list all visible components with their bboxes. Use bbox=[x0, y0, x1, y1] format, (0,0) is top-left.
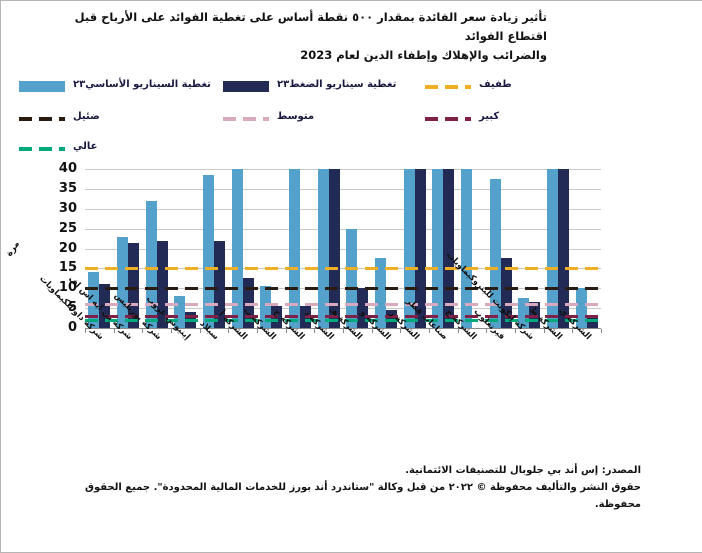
y-tick-label: 35 bbox=[58, 180, 77, 196]
x-axis-tick bbox=[228, 329, 230, 333]
threshold-line-10 bbox=[85, 286, 601, 290]
bar-base-scenario bbox=[174, 296, 186, 328]
bar-stress-scenario bbox=[213, 240, 225, 328]
x-axis-tick bbox=[400, 329, 402, 333]
x-axis-tick bbox=[199, 329, 201, 333]
copyright-line: حقوق النشر والتأليف محفوظة © ٢٠٢٢ من قبل… bbox=[85, 482, 641, 510]
gridline bbox=[85, 228, 601, 230]
bar-base-scenario bbox=[460, 169, 472, 328]
legend-label: متوسط bbox=[277, 111, 315, 122]
gridline bbox=[85, 208, 601, 210]
x-axis-tick bbox=[257, 329, 258, 333]
bar-stress-scenario bbox=[357, 288, 369, 328]
legend-label: عالي bbox=[73, 141, 98, 152]
gridline bbox=[85, 169, 601, 170]
y-tick-label: 10 bbox=[58, 280, 77, 296]
bar-base-scenario bbox=[546, 169, 558, 328]
bar-base-scenario bbox=[202, 174, 214, 328]
x-axis-tick bbox=[572, 329, 574, 333]
x-axis-tick bbox=[343, 329, 344, 333]
x-axis-line bbox=[85, 328, 601, 329]
x-axis-tick bbox=[285, 329, 287, 333]
bar-base-scenario bbox=[231, 169, 243, 328]
threshold-line-2 bbox=[85, 318, 601, 322]
gridline bbox=[85, 248, 601, 250]
x-axis-tick bbox=[314, 329, 316, 333]
bar-stress-scenario bbox=[557, 169, 569, 328]
legend-swatch-dash bbox=[425, 117, 471, 121]
bar-stress-scenario bbox=[156, 240, 168, 328]
legend: تغطية السيناريو الأساسي٢٣ تغطية سيناريو ا… bbox=[1, 75, 702, 165]
x-axis-tick bbox=[113, 329, 115, 333]
y-tick-label: 15 bbox=[58, 260, 77, 276]
threshold-line-15 bbox=[85, 266, 601, 270]
y-axis-title: مرة bbox=[4, 239, 23, 259]
bar-base-scenario bbox=[575, 288, 587, 328]
chart-title-line1: تأثير زيادة سعر الفائدة بمقدار ٥٠٠ نقطة … bbox=[74, 10, 547, 43]
bar-base-scenario bbox=[288, 169, 300, 328]
gridline bbox=[85, 308, 601, 310]
bar-base-scenario bbox=[260, 286, 272, 328]
bar-base-scenario bbox=[432, 169, 444, 328]
bar-base-scenario bbox=[403, 169, 415, 328]
bar-base-scenario bbox=[518, 298, 530, 328]
x-axis-tick bbox=[171, 329, 172, 333]
legend-swatch-box bbox=[19, 81, 65, 92]
legend-label: ضئيل bbox=[73, 111, 100, 122]
bar-base-scenario bbox=[374, 258, 386, 328]
legend-swatch-dash bbox=[223, 117, 269, 121]
bar-stress-scenario bbox=[500, 258, 512, 328]
y-tick-label: 30 bbox=[58, 200, 77, 216]
legend-label: تغطية سيناريو الضغط٢٣ bbox=[277, 79, 397, 90]
threshold-line-3 bbox=[85, 314, 601, 318]
chart-title: تأثير زيادة سعر الفائدة بمقدار ٥٠٠ نقطة … bbox=[55, 8, 547, 65]
y-tick-label: 40 bbox=[58, 161, 77, 176]
bar-base-scenario bbox=[317, 169, 329, 328]
source-line: المصدر: إس أند بي جلوبال للتصنيفات الائت… bbox=[405, 465, 641, 476]
source-note: المصدر: إس أند بي جلوبال للتصنيفات الائت… bbox=[41, 462, 641, 513]
x-axis-tick bbox=[543, 329, 545, 333]
bar-stress-scenario bbox=[586, 316, 598, 328]
bar-stress-scenario bbox=[99, 284, 111, 328]
x-axis-tick bbox=[457, 329, 459, 333]
bar-stress-scenario bbox=[127, 242, 139, 328]
bar-stress-scenario bbox=[443, 169, 455, 328]
threshold-line-6 bbox=[85, 302, 601, 306]
legend-label: طفيف bbox=[479, 79, 512, 90]
bar-base-scenario bbox=[145, 200, 157, 328]
y-tick-label: 0 bbox=[67, 320, 77, 335]
bar-stress-scenario bbox=[328, 169, 340, 328]
y-tick-label: 5 bbox=[67, 300, 77, 316]
x-axis-tick bbox=[515, 329, 516, 333]
bar-stress-scenario bbox=[414, 169, 426, 328]
bar-base-scenario bbox=[489, 178, 501, 328]
x-axis-tick bbox=[85, 329, 86, 333]
legend-swatch-dash bbox=[19, 117, 65, 121]
y-tick-label: 25 bbox=[58, 220, 77, 236]
gridline bbox=[85, 188, 601, 190]
bar-base-scenario bbox=[88, 272, 100, 328]
bar-base-scenario bbox=[346, 228, 358, 328]
legend-swatch-dash bbox=[19, 147, 65, 151]
y-tick-label: 20 bbox=[58, 240, 77, 256]
x-axis-tick bbox=[142, 329, 144, 333]
legend-label: كبير bbox=[479, 111, 500, 122]
legend-swatch-dash bbox=[425, 85, 471, 89]
legend-label: تغطية السيناريو الأساسي٢٣ bbox=[73, 79, 211, 90]
x-axis-tick bbox=[486, 329, 488, 333]
bar-base-scenario bbox=[116, 236, 128, 328]
x-axis-tick bbox=[601, 329, 602, 333]
x-axis-tick bbox=[371, 329, 373, 333]
legend-swatch-box bbox=[223, 81, 269, 92]
x-axis-tick bbox=[429, 329, 430, 333]
chart-title-line2: والضرائب والإهلاك وإطفاء الدين لعام 2023 bbox=[300, 48, 547, 62]
